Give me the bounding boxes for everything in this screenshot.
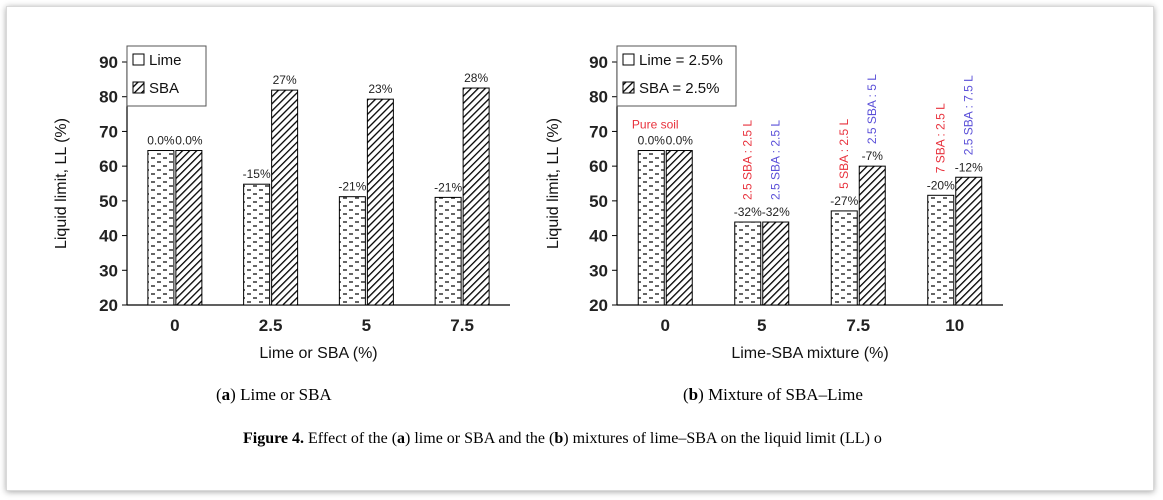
x-tick-label: 2.5 [259,316,283,335]
x-tick-label: 0 [170,316,179,335]
bar-annotation: 7 SBA : 2.5 L [934,103,948,173]
data-label: -20% [927,178,955,192]
figure-caption-part: a [397,430,406,447]
subcaption-b: (b) Mixture of SBA–Lime [683,385,863,404]
bar-annotation: 5 SBA : 2.5 L [837,119,851,189]
legend-swatch-1 [622,81,635,94]
legend-swatch-0 [622,53,635,66]
figure-caption-part: ) mixtures of lime–SBA on the liquid lim… [563,430,882,447]
bar-sba-2-5--0 [665,150,693,306]
bar-sba-2 [366,98,394,306]
bar-lime-3 [434,196,462,306]
figure-caption-label: Figure 4. [243,430,305,447]
y-tick-label: 90 [99,53,118,72]
bar-lime-2-5--1 [734,221,762,306]
subcaption-a: (a) Lime or SBA [216,385,332,404]
bar-annotation: Pure soil [632,118,679,132]
y-tick-label: 70 [589,122,608,141]
y-tick-label: 20 [589,296,608,315]
bar-lime-1 [243,183,271,306]
data-label: -15% [243,167,271,181]
x-tick-label: 0 [661,316,670,335]
bar-lime-2-5--2 [830,210,858,306]
data-label: -21% [434,180,462,194]
bar-sba-2-5--1 [762,221,790,306]
y-tick-label: 60 [99,157,118,176]
figure-caption-part: ) lime or SBA and the ( [405,430,555,447]
legend-entry-1: SBA [149,80,179,97]
bar-sba-3 [462,87,490,306]
y-tick-label: 40 [589,227,608,246]
y-tick-label: 30 [99,261,118,280]
legend-entry-0: Lime = 2.5% [639,52,723,69]
y-tick-label: 30 [589,261,608,280]
x-axis-label: Lime or SBA (%) [259,345,377,362]
x-tick-label: 5 [362,316,371,335]
y-tick-label: 90 [589,53,608,72]
y-tick-label: 50 [589,192,608,211]
data-label: 0.0% [638,134,666,148]
bar-sba-2-5--2 [858,165,886,306]
bar-annotation: 2.5 SBA : 5 L [865,74,879,144]
figure-caption: Figure 4. Effect of the (a) lime or SBA … [243,430,1123,448]
legend-swatch-1 [132,81,145,94]
y-tick-label: 60 [589,157,608,176]
data-label: 23% [368,82,392,96]
y-axis-label: Liquid limit, LL (%) [53,118,70,249]
data-label: -21% [338,180,366,194]
legend-swatch-0 [132,53,145,66]
data-label: -32% [762,205,790,219]
y-tick-label: 40 [99,227,118,246]
figure-caption-part: Effect of the ( [304,430,398,447]
data-label: -32% [734,205,762,219]
y-axis-label: Liquid limit, LL (%) [545,118,562,249]
bar-lime-2-5--3 [927,194,955,306]
legend-entry-0: Lime [149,52,182,69]
data-label: -12% [955,160,983,174]
bar-annotation: 2.5 SBA : 7.5 L [962,75,976,155]
legend-box [616,45,737,107]
y-tick-label: 80 [589,88,608,107]
x-tick-label: 7.5 [450,316,474,335]
x-tick-label: 10 [945,316,964,335]
legend-entry-1: SBA = 2.5% [639,80,719,97]
data-label: -7% [862,149,884,163]
bar-lime-2-5--0 [637,150,665,306]
bar-annotation: 2.5 SBA : 2.5 L [741,120,755,200]
y-tick-label: 70 [99,122,118,141]
bar-sba-2-5--3 [955,176,983,306]
data-label: 0.0% [147,134,175,148]
data-label: 28% [464,71,488,85]
data-label: 0.0% [666,134,694,148]
data-label: 27% [273,73,297,87]
data-label: -27% [830,194,858,208]
figure-caption-part: b [554,430,564,447]
bar-lime-2 [338,196,366,306]
y-tick-label: 50 [99,192,118,211]
x-tick-label: 5 [757,316,766,335]
bar-annotation: 2.5 SBA : 2.5 L [769,120,783,200]
x-axis-label: Lime-SBA mixture (%) [731,345,888,362]
y-tick-label: 20 [99,296,118,315]
bar-sba-1 [271,89,299,306]
x-tick-label: 7.5 [846,316,870,335]
data-label: 0.0% [175,134,203,148]
bar-lime-0 [147,150,175,306]
bar-sba-0 [175,150,203,306]
y-tick-label: 80 [99,88,118,107]
